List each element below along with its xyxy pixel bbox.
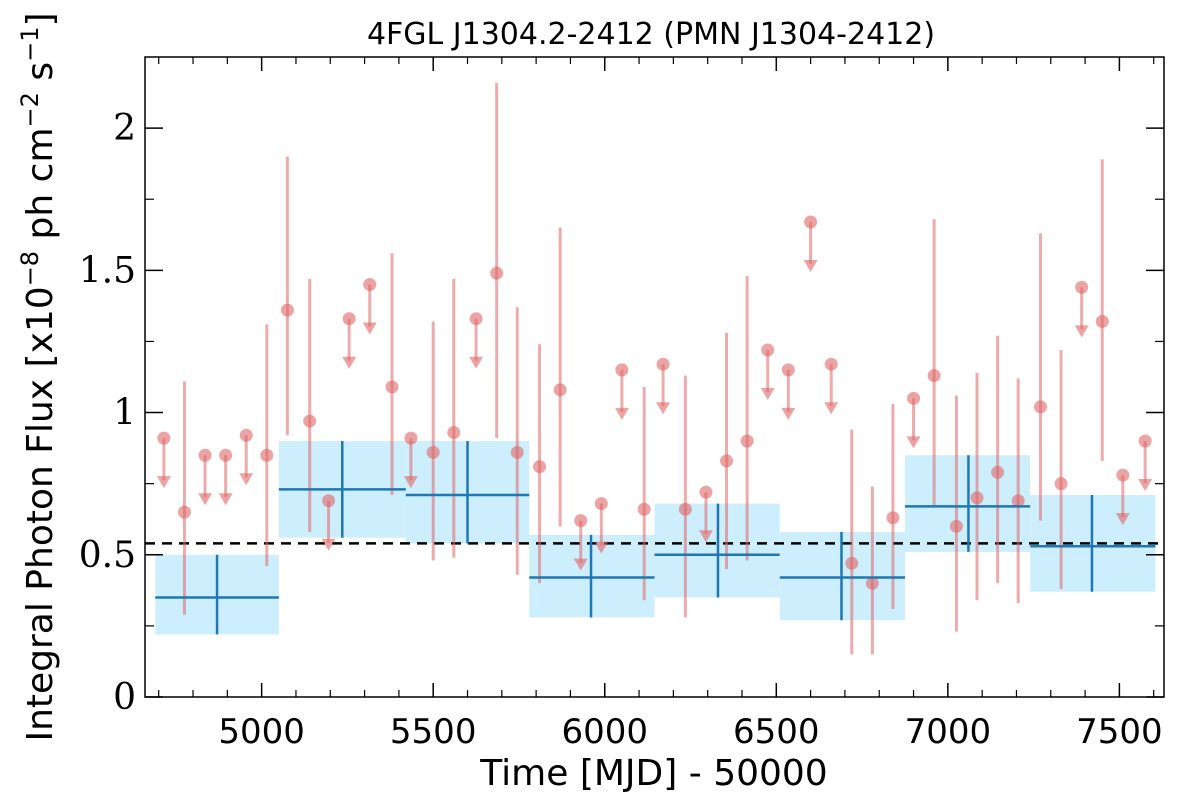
detection-point (447, 425, 461, 439)
upper-limit-point (219, 448, 233, 462)
upper-limit-point (363, 278, 377, 292)
upper-limit-point (804, 215, 818, 229)
upper-limit-arrow-head (403, 476, 418, 489)
upper-limit-arrow-head (614, 407, 629, 420)
y-tick-label: 1.5 (79, 250, 136, 291)
detection-point (385, 380, 399, 394)
detection-point (740, 434, 754, 448)
y-axis-label-part: ] (20, 12, 61, 26)
upper-limit-arrow-head (469, 356, 484, 369)
detection-point (1095, 315, 1109, 329)
detection-point (280, 303, 294, 317)
upper-limit-point (824, 357, 838, 371)
upper-limit-point (198, 448, 212, 462)
upper-limit-point (1075, 280, 1089, 294)
upper-limit-point (699, 485, 713, 499)
upper-limit-arrow-head (594, 541, 609, 554)
upper-limit-arrow-head (781, 407, 796, 420)
detection-point (177, 505, 191, 519)
upper-limit-point (239, 428, 253, 442)
upper-limit-arrow-head (1074, 325, 1089, 338)
y-tick-label: 1 (113, 393, 136, 434)
detection-point (637, 502, 651, 516)
bins-fill-layer (155, 441, 1156, 635)
y-tick-label: 2 (113, 108, 136, 149)
y-axis-label-part: ph cm (20, 127, 61, 250)
x-tick-label: 6500 (733, 712, 820, 752)
upper-limit-point (907, 391, 921, 405)
x-tick-label: 5500 (390, 712, 477, 752)
detection-point (490, 266, 504, 280)
plot-frame (144, 56, 1165, 698)
upper-limit-point (761, 343, 775, 357)
x-tick-label: 7500 (1076, 712, 1163, 752)
detection-point (991, 465, 1005, 479)
upper-limit-arrow-head (906, 436, 921, 449)
upper-limit-arrow-head (198, 493, 213, 506)
upper-limit-point (322, 494, 336, 508)
detection-point (1054, 477, 1068, 491)
y-axis-label-part: s (20, 62, 61, 92)
detection-point (927, 369, 941, 383)
upper-limit-arrow-head (218, 493, 233, 506)
x-tick-label: 7000 (905, 712, 992, 752)
y-tick-label: 0.5 (79, 535, 136, 576)
ticks-layer: 5000 5500 6000 6500 7000 7500 0 0.5 1 1.5 2 (79, 57, 1164, 752)
y-axis-label-exponent: −2 (16, 92, 44, 127)
detection-point (510, 445, 524, 459)
x-axis-label: Time [MJD] - 50000 (479, 753, 827, 794)
chart-title: 4FGL J1304.2-2412 (PMN J1304-2412) (367, 17, 935, 52)
upper-limit-arrow-head (698, 530, 713, 543)
detection-point (533, 460, 547, 474)
y-axis-label: Integral Photon Flux [x10−8 ph cm−2 s−1] (16, 12, 61, 741)
upper-limit-arrow-head (760, 387, 775, 400)
upper-limit-arrow-head (342, 356, 357, 369)
detection-point (553, 383, 567, 397)
upper-limit-arrow-head (803, 259, 818, 272)
upper-limit-arrow-head (824, 402, 839, 415)
upper-limit-point (1138, 434, 1152, 448)
detection-point (1033, 400, 1047, 414)
upper-limit-point (404, 431, 418, 445)
x-tick-label: 6000 (561, 712, 648, 752)
upper-limit-arrow-head (239, 473, 254, 486)
bins-line-layer (155, 441, 1156, 635)
upper-limit-point (656, 357, 670, 371)
detection-point (949, 519, 963, 533)
upper-limit-point (594, 497, 608, 511)
upper-limit-point (469, 312, 483, 326)
upper-limit-point (157, 431, 171, 445)
detection-point (845, 556, 859, 570)
detection-point (970, 491, 984, 505)
upper-limit-arrow-head (656, 402, 671, 415)
detection-point (260, 448, 274, 462)
detection-point (720, 454, 734, 468)
y-tick-label: 0 (113, 677, 136, 718)
detection-point (678, 502, 692, 516)
upper-limit-arrow-head (362, 322, 377, 335)
upper-limit-point (574, 514, 588, 528)
upper-limit-point (1116, 468, 1130, 482)
upper-limit-arrow-head (321, 538, 336, 551)
upper-limit-arrow-head (573, 558, 588, 571)
upper-limit-point (781, 363, 795, 377)
upper-limit-arrow-head (1138, 479, 1153, 491)
detection-point (303, 414, 317, 428)
upper-limit-point (342, 312, 356, 326)
upper-limit-point (615, 363, 629, 377)
y-axis-label-part: Integral Photon Flux [x10 (20, 286, 61, 741)
detection-point (426, 445, 440, 459)
upper-limit-arrow-head (1115, 513, 1130, 526)
upper-limit-arrow-head (156, 476, 171, 489)
x-tick-label: 5000 (218, 712, 305, 752)
y-axis-label-exponent: −8 (16, 251, 44, 286)
y-axis-label-exponent: −1 (16, 27, 44, 62)
detection-point (1011, 494, 1025, 508)
detection-point (865, 576, 879, 590)
points-layer (156, 82, 1153, 655)
detection-point (886, 511, 900, 525)
